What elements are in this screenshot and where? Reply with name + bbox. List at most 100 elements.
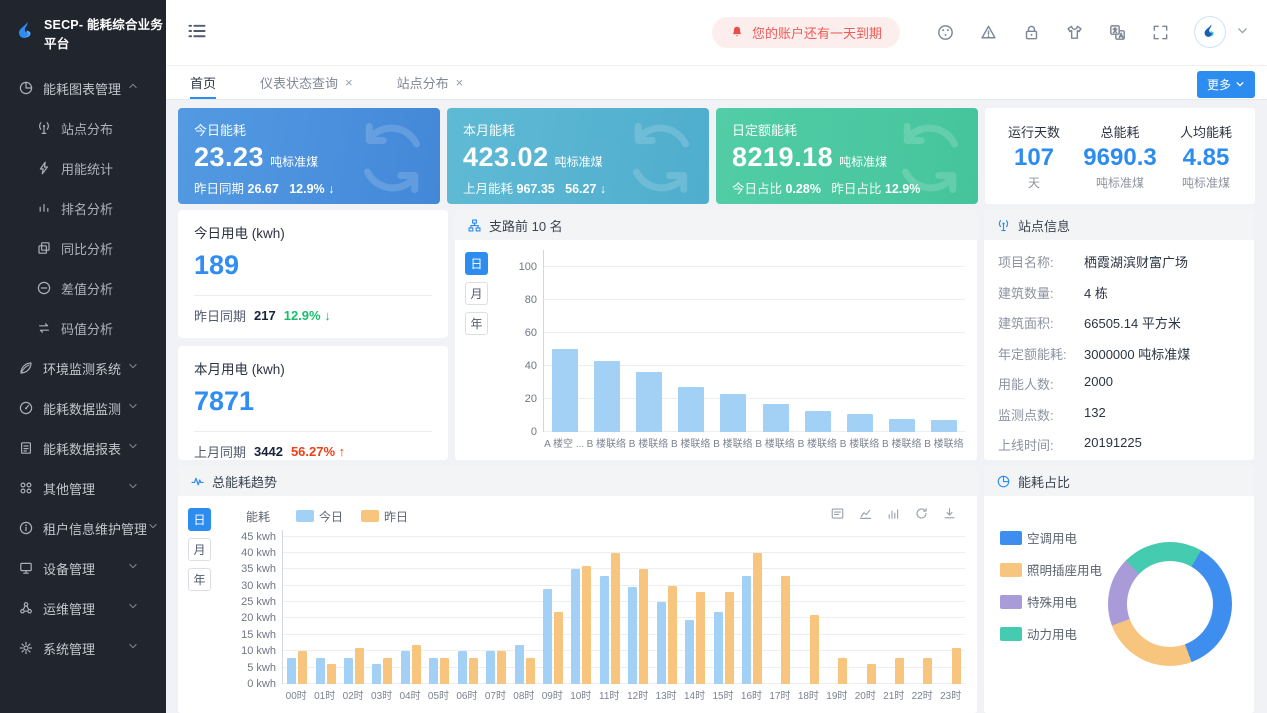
- sidebar-subitem-label: 站点分布: [61, 121, 114, 137]
- sidebar-group-6[interactable]: 设备管理: [0, 548, 166, 588]
- topbar: 您的账户还有一天到期: [166, 0, 1267, 65]
- time-toggle-日[interactable]: 日: [188, 508, 211, 531]
- card-value: 23.23: [194, 142, 265, 172]
- pie-legend-item[interactable]: 动力用电: [1000, 624, 1102, 643]
- sidebar-subitem-0-5[interactable]: 码值分析: [0, 308, 166, 348]
- skin-icon[interactable]: [1065, 23, 1084, 42]
- brand: SECP- 能耗综合业务平台: [0, 0, 166, 66]
- bar-group: [709, 530, 737, 684]
- time-toggle-年[interactable]: 年: [188, 568, 211, 591]
- bar: [400, 651, 410, 684]
- bar-group: [397, 530, 425, 684]
- bar-group: [797, 250, 839, 432]
- bar: [411, 644, 421, 684]
- line-chart-icon[interactable]: [858, 506, 873, 521]
- time-toggle-年[interactable]: 年: [465, 312, 488, 335]
- user-menu-chevron-icon[interactable]: [1236, 24, 1249, 40]
- alert-icon[interactable]: [979, 23, 998, 42]
- site-info-row: 项目名称: 栖霞湖滨财富广场: [998, 255, 1189, 270]
- tabbar: 首页 仪表状态查询 × 站点分布 × 更多: [166, 64, 1267, 100]
- dashboard-content: 今日能耗 23.23 吨标准煤 昨日同期 26.67 12.9% ↓ 本月能耗 4…: [166, 100, 1267, 713]
- theme-icon[interactable]: [936, 23, 955, 42]
- sidebar-group-4[interactable]: 其他管理: [0, 468, 166, 508]
- refresh-icon[interactable]: [914, 506, 929, 521]
- bar-group: [454, 530, 482, 684]
- legend-item-昨日[interactable]: 昨日: [361, 508, 408, 525]
- bar-group: [766, 530, 794, 684]
- y-axis-name: 能耗: [246, 509, 271, 524]
- pie-legend-item[interactable]: 特殊用电: [1000, 592, 1102, 611]
- time-toggle-月[interactable]: 月: [188, 538, 211, 561]
- bar-group: [738, 530, 766, 684]
- account-expiry-notice[interactable]: 您的账户还有一天到期: [711, 16, 900, 48]
- pie-legend-item[interactable]: 照明插座用电: [1000, 560, 1102, 579]
- tab-2[interactable]: 站点分布 ×: [397, 66, 464, 99]
- tab-label: 首页: [190, 75, 217, 91]
- tab-close-icon[interactable]: ×: [455, 74, 464, 90]
- tab-1[interactable]: 仪表状态查询 ×: [260, 66, 353, 99]
- x-axis-label: 11时: [599, 691, 620, 702]
- site-info-row: 上线时间: 20191225: [998, 435, 1142, 453]
- compare-icon: [36, 240, 52, 256]
- usage-today-card: 今日用电 (kwh) 189 昨日同期 217 12.9% ↓: [178, 210, 448, 338]
- antenna-icon: [36, 120, 52, 136]
- tab-0[interactable]: 首页: [190, 66, 217, 100]
- trend-chart-area: 日月年 能耗 今日 昨日 0 kwh 5 kwh 10 kwh 15 kwh 20 kwh 2…: [178, 496, 977, 713]
- avatar[interactable]: [1194, 16, 1226, 49]
- sidebar-subitem-label: 同比分析: [61, 241, 114, 257]
- sidebar-group-8[interactable]: 系统管理: [0, 628, 166, 668]
- data-view-icon[interactable]: [830, 506, 845, 521]
- chevron-down-icon: [127, 480, 143, 496]
- overview-item-1: 总能耗 9690.3 吨标准煤: [1083, 124, 1157, 190]
- bar: [951, 647, 961, 684]
- bar-group: [937, 530, 965, 684]
- bar: [866, 664, 876, 684]
- x-axis-label: 12时: [627, 691, 649, 702]
- bar-chart-icon[interactable]: [886, 506, 901, 521]
- chevron-down-icon: [127, 600, 143, 616]
- language-icon[interactable]: [1108, 23, 1127, 42]
- time-toggle-日[interactable]: 日: [465, 252, 488, 275]
- antenna-icon: [996, 218, 1011, 233]
- sidebar-subitem-0-0[interactable]: 站点分布: [0, 108, 166, 148]
- sidebar-subitem-0-2[interactable]: 排名分析: [0, 188, 166, 228]
- bar-group: [712, 250, 754, 432]
- pie-legend-item[interactable]: 空调用电: [1000, 528, 1102, 547]
- bar-group: [596, 530, 624, 684]
- bolt-icon: [36, 160, 52, 176]
- chart-toolbox: [830, 506, 957, 521]
- bar: [355, 647, 365, 684]
- sidebar-subitem-0-1[interactable]: 用能统计: [0, 148, 166, 188]
- sidebar-group-1[interactable]: 环境监测系统: [0, 348, 166, 388]
- site-info-panel: 站点信息 项目名称: 栖霞湖滨财富广场 建筑数量: 4 栋建筑面积: 66505.14 …: [984, 210, 1254, 460]
- notice-text: 您的账户还有一天到期: [751, 25, 882, 41]
- fullscreen-icon[interactable]: [1151, 23, 1170, 42]
- sidebar-group-5[interactable]: 租户信息维护管理: [0, 508, 166, 548]
- bar: [696, 592, 706, 684]
- sidebar-subitem-0-4[interactable]: 差值分析: [0, 268, 166, 308]
- collapse-menu-icon[interactable]: [186, 20, 208, 45]
- recycle-icon: [619, 116, 703, 203]
- sidebar-subitem-0-3[interactable]: 同比分析: [0, 228, 166, 268]
- flame-logo-icon: [14, 20, 38, 47]
- lock-icon[interactable]: [1022, 23, 1041, 42]
- bar: [809, 615, 819, 684]
- sidebar-group-label: 设备管理: [43, 561, 96, 577]
- x-axis-label: B 楼联络: [839, 439, 880, 450]
- time-toggle-月[interactable]: 月: [465, 282, 488, 305]
- more-button[interactable]: 更多: [1196, 70, 1255, 98]
- x-axis-label: 15时: [712, 691, 734, 702]
- tab-close-icon[interactable]: ×: [345, 74, 353, 90]
- sidebar-group-7[interactable]: 运维管理: [0, 588, 166, 628]
- x-axis-label: B 楼联络: [713, 439, 753, 450]
- sidebar-group-2[interactable]: 能耗数据监测: [0, 388, 166, 428]
- report-icon: [18, 440, 34, 456]
- chevron-down-icon: [127, 560, 143, 576]
- sidebar-group-3[interactable]: 能耗数据报表: [0, 428, 166, 468]
- legend-item-今日[interactable]: 今日: [296, 508, 343, 525]
- bar: [514, 644, 524, 684]
- download-icon[interactable]: [942, 506, 957, 521]
- sidebar-group-0[interactable]: 能耗图表管理: [0, 68, 166, 108]
- x-axis-label: 00时: [285, 691, 307, 702]
